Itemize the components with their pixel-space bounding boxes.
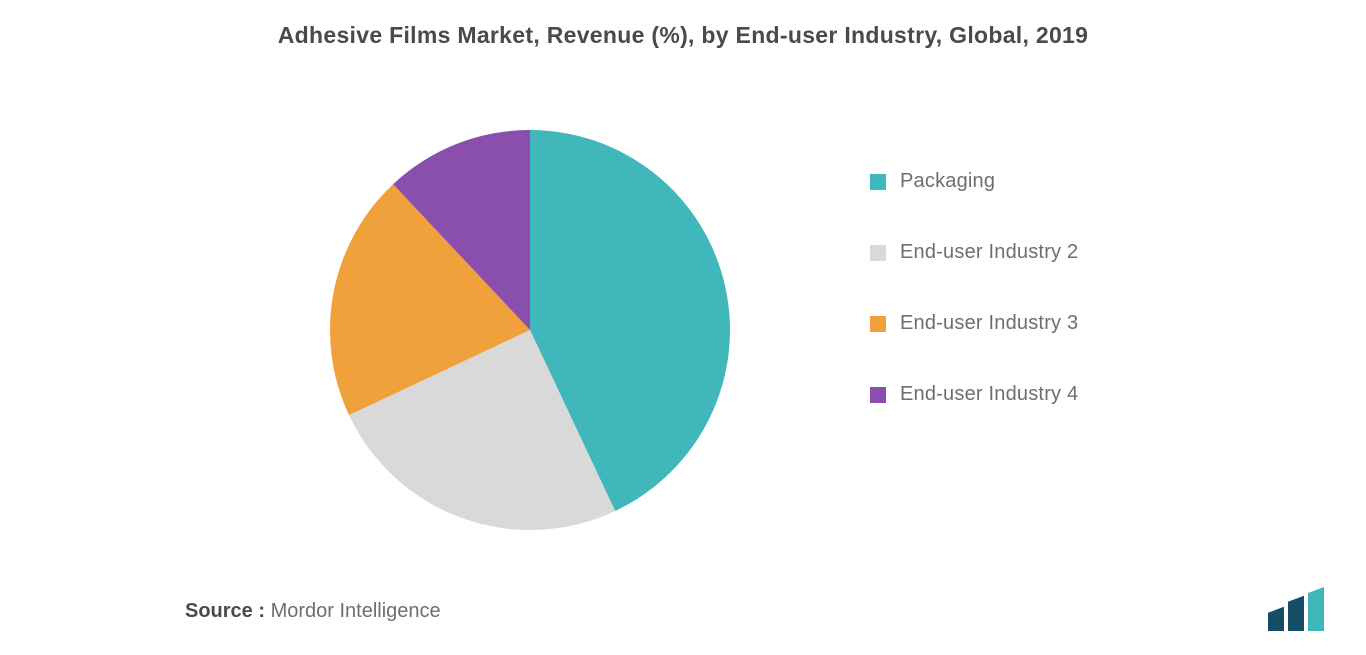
logo-bar	[1268, 607, 1284, 631]
logo-svg	[1264, 587, 1328, 631]
legend-swatch	[870, 387, 886, 403]
source-line: Source : Mordor Intelligence	[185, 600, 441, 623]
chart-container: Adhesive Films Market, Revenue (%), by E…	[0, 0, 1366, 655]
source-value: Mordor Intelligence	[271, 600, 441, 622]
legend: Packaging End-user Industry 2 End-user Ind…	[870, 170, 1190, 454]
legend-label: End-user Industry 3	[900, 312, 1078, 335]
legend-item: Packaging	[870, 170, 1190, 193]
chart-area: Packaging End-user Industry 2 End-user Ind…	[0, 90, 1366, 560]
legend-label: End-user Industry 2	[900, 241, 1078, 264]
legend-swatch	[870, 245, 886, 261]
legend-item: End-user Industry 4	[870, 383, 1190, 406]
brand-logo	[1264, 587, 1328, 631]
logo-bar	[1288, 596, 1304, 631]
source-label: Source :	[185, 600, 271, 622]
chart-title: Adhesive Films Market, Revenue (%), by E…	[0, 0, 1366, 49]
legend-item: End-user Industry 3	[870, 312, 1190, 335]
legend-label: End-user Industry 4	[900, 383, 1078, 406]
legend-label: Packaging	[900, 170, 995, 193]
legend-swatch	[870, 174, 886, 190]
pie-svg	[330, 130, 730, 530]
legend-item: End-user Industry 2	[870, 241, 1190, 264]
pie-chart	[330, 130, 730, 530]
legend-swatch	[870, 316, 886, 332]
logo-bar	[1308, 587, 1324, 631]
